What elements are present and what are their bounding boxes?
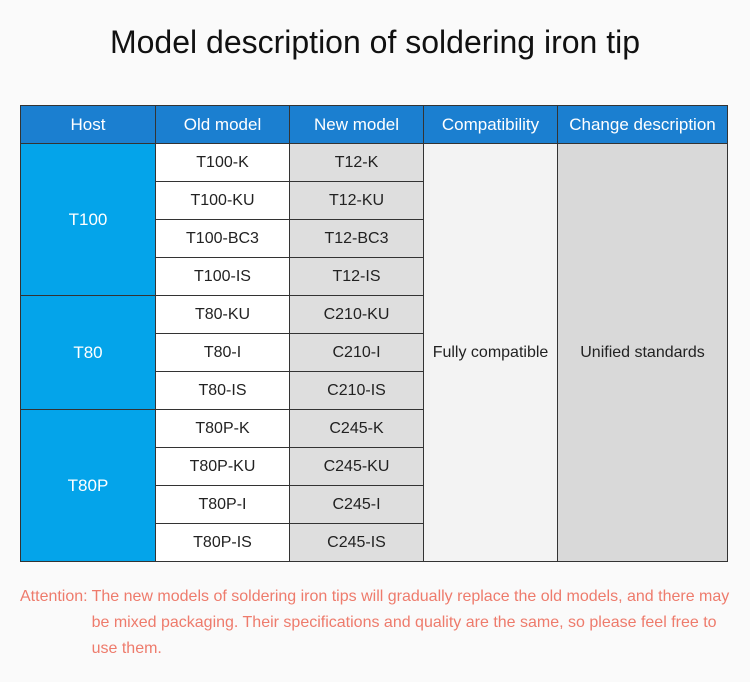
header-cell: Host [20, 105, 156, 144]
new-model-cell: C245-K [289, 409, 424, 448]
new-model-cell: C245-IS [289, 523, 424, 562]
old-model-cell: T80-IS [155, 371, 290, 410]
new-model-cell: T12-KU [289, 181, 424, 220]
table-row: T80P-IS C245-IS [21, 523, 728, 562]
host-cell: T80 [20, 295, 156, 410]
table-row: T80-I C210-I [21, 333, 728, 372]
attention-label: Attention: [20, 588, 88, 605]
old-model-cell: T80P-I [155, 485, 290, 524]
change-description-cell: Unified standards [557, 143, 728, 562]
old-model-cell: T80P-IS [155, 523, 290, 562]
new-model-cell: T12-K [289, 143, 424, 182]
new-model-cell: C245-KU [289, 447, 424, 486]
table-row: T100-KU T12-KU [21, 181, 728, 220]
host-cell: T100 [20, 143, 156, 296]
old-model-cell: T100-IS [155, 257, 290, 296]
table-row: T100-IS T12-IS [21, 257, 728, 296]
new-model-cell: T12-IS [289, 257, 424, 296]
old-model-cell: T80-I [155, 333, 290, 372]
header-row: Host Old model New model Compatibility Chang… [20, 105, 728, 144]
model-table: Host Old model New model Compatibility Chang… [20, 105, 728, 562]
table-row: T100 T100-K T12-K Fully compatible Unified s… [20, 143, 728, 562]
old-model-cell: T100-BC3 [155, 219, 290, 258]
table-body: T100 T100-K T12-K Fully compatible Unified s… [20, 143, 728, 562]
title: Model description of soldering iron tip [109, 24, 641, 60]
header-cell: Change description [557, 105, 728, 144]
old-model-cell: T100-K [155, 143, 290, 182]
new-model-cell: C210-KU [289, 295, 424, 334]
old-model-cell: T80-KU [155, 295, 290, 334]
table-row: T80P T80P-K C245-K [20, 409, 728, 562]
table-row: T80 T80-KU C210-KU [20, 295, 728, 410]
compatibility-cell: Fully compatible [423, 143, 558, 562]
header-cell: New model [289, 105, 424, 144]
table-row: T80P-I C245-I [21, 485, 728, 524]
old-model-cell: T100-KU [155, 181, 290, 220]
new-model-cell: C210-I [289, 333, 424, 372]
header-cell: Old model [155, 105, 290, 144]
table-row: T100-BC3 T12-BC3 [21, 219, 728, 258]
attention-text: The new models of soldering iron tips wi… [91, 588, 730, 657]
attention: Attention: The new models of soldering i… [20, 584, 730, 662]
old-model-cell: T80P-KU [155, 447, 290, 486]
table-row: T80-IS C210-IS [21, 371, 728, 410]
new-model-cell: C245-I [289, 485, 424, 524]
host-cell: T80P [20, 409, 156, 562]
header-cell: Compatibility [423, 105, 558, 144]
new-model-cell: T12-BC3 [289, 219, 424, 258]
old-model-cell: T80P-K [155, 409, 290, 448]
new-model-cell: C210-IS [289, 371, 424, 410]
